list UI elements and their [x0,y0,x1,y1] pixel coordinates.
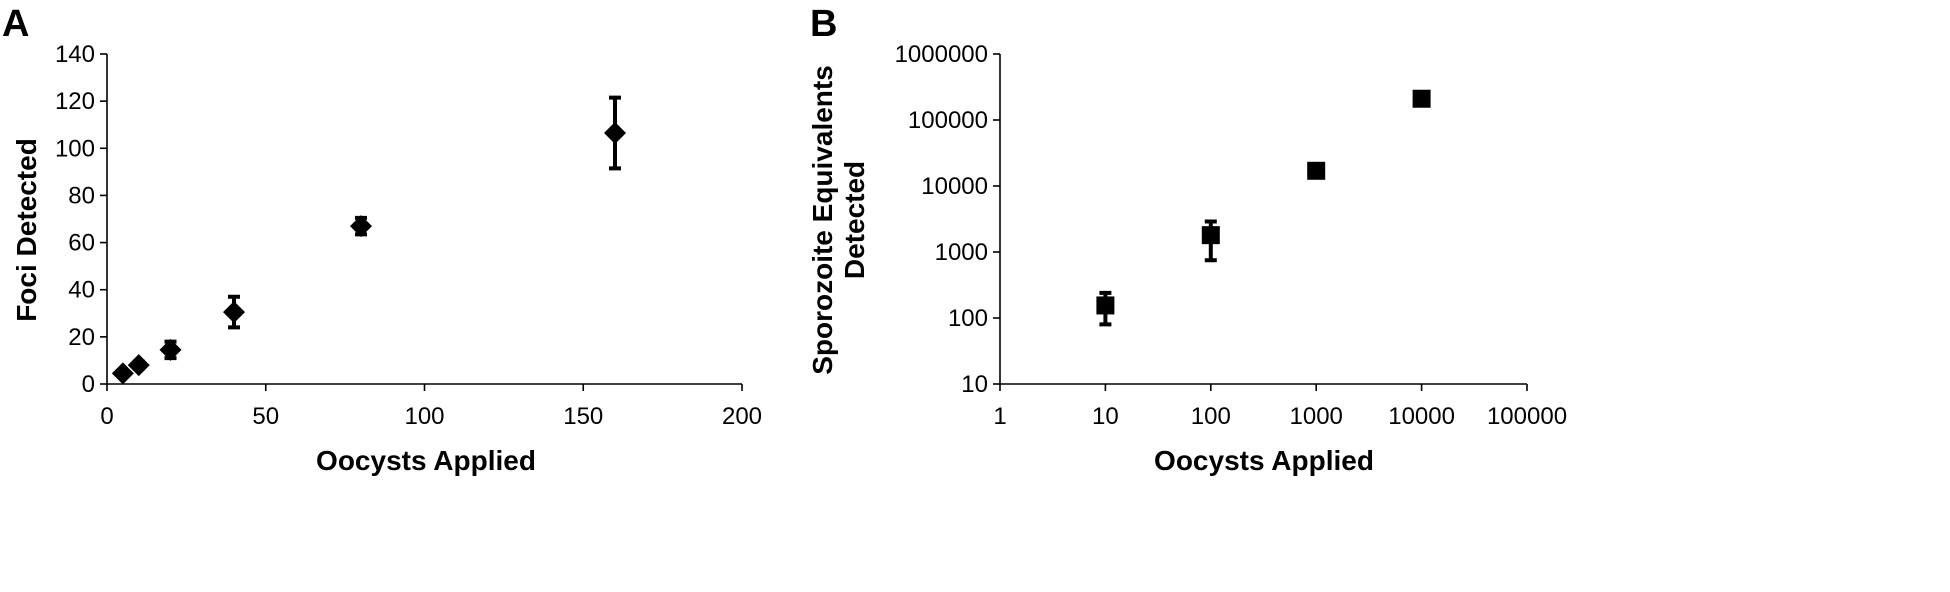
data-point-square [1201,226,1220,245]
panel-b-x-axis-title: Oocysts Applied [1154,445,1374,476]
panel-a-x-axis-title: Oocysts Applied [316,445,536,476]
x-tick-label: 100 [1191,403,1231,430]
data-point-diamond [350,215,372,238]
y-tick-label: 10000 [921,173,988,200]
x-tick-label: 200 [722,403,762,430]
panel-a-letter: A [2,3,29,45]
data-point-diamond [159,338,182,361]
y-tick-label: 140 [55,41,95,68]
x-tick-label: 100000 [1487,403,1567,430]
y-tick-label: 1000 [935,239,988,266]
x-tick-label: 100 [404,403,444,430]
panel-b-y-ticks: 10 100 1000 10000 100000 1000000 [895,41,1000,398]
x-tick-label: 10000 [1388,403,1455,430]
x-tick-label: 1 [993,403,1006,430]
y-tick-label: 100 [948,305,988,332]
panel-b-y-axis-title-line2: Detected [839,161,870,279]
x-tick-label: 10 [1092,403,1119,430]
panel-b-letter: B [810,3,837,45]
panel-b-y-axis-title-line1: Sporozoite Equivalents [807,65,838,375]
panel-a-y-ticks: 0 20 40 60 80 100 120 140 [55,41,107,398]
y-tick-label: 100000 [908,107,988,134]
panel-a: A 0 20 40 60 80 100 120 140 0 50 100 150 200 Oocyst… [2,3,762,476]
data-point-square [1307,161,1326,180]
panel-a-series [111,95,626,385]
x-tick-label: 0 [100,403,113,430]
y-tick-label: 120 [55,88,95,115]
data-point-diamond [223,301,245,324]
data-point-square [1412,89,1431,108]
y-tick-label: 20 [68,324,95,351]
x-tick-label: 150 [563,403,603,430]
y-tick-label: 100 [55,135,95,162]
y-tick-label: 0 [82,371,95,398]
panel-b-series [1096,89,1431,327]
y-tick-label: 40 [68,277,95,304]
data-point-diamond [127,354,150,377]
y-tick-label: 80 [68,182,95,209]
x-tick-label: 1000 [1290,403,1343,430]
data-point-diamond [111,362,134,385]
x-tick-label: 50 [252,403,279,430]
data-point-diamond [604,121,626,144]
y-tick-label: 1000000 [895,41,988,68]
data-point-square [1096,296,1115,315]
y-tick-label: 10 [961,371,988,398]
panel-b-x-ticks: 1 10 100 1000 10000 100000 [993,384,1567,430]
panel-a-x-ticks: 0 50 100 150 200 [100,384,762,430]
panel-a-y-axis-title: Foci Detected [11,138,42,322]
y-tick-label: 60 [68,230,95,257]
